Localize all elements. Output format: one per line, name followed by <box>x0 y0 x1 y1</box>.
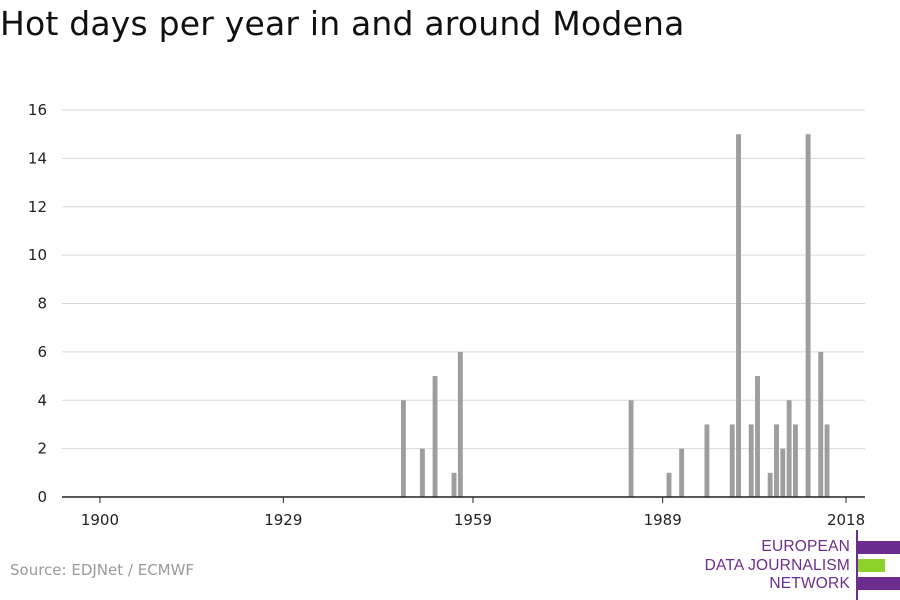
bar-2004 <box>755 376 760 497</box>
logo-bar-purple-top <box>858 541 900 554</box>
y-tick-label-8: 8 <box>37 295 47 313</box>
bar-1984 <box>628 400 634 497</box>
y-tick-label-12: 12 <box>28 198 47 216</box>
bar-2010 <box>793 424 798 497</box>
bar-2000 <box>729 424 735 497</box>
logo-divider <box>856 530 858 600</box>
edjnet-logo: EUROPEAN DATA JOURNALISM NETWORK <box>700 530 900 600</box>
bar-2009 <box>786 400 792 497</box>
bar-2003 <box>748 424 754 497</box>
bar-1990 <box>666 472 672 497</box>
logo-text: EUROPEAN DATA JOURNALISM NETWORK <box>705 538 850 594</box>
y-axis-tick-labels: 0 2 4 6 8 10 12 14 16 <box>28 101 47 506</box>
chart-title: Hot days per year in and around Modena <box>0 4 685 43</box>
x-axis-ticks: 1900 1929 1959 1989 2018 <box>81 497 865 529</box>
x-tick-label-1929: 1929 <box>264 511 302 529</box>
logo-line-2: DATA JOURNALISM <box>704 556 850 574</box>
source-note: Source: EDJNet / ECMWF <box>10 561 195 579</box>
bar-2012 <box>805 134 811 497</box>
y-tick-label-2: 2 <box>37 440 47 458</box>
bar-1951 <box>419 448 425 498</box>
y-tick-label-0: 0 <box>37 488 47 506</box>
bar-1956 <box>451 472 457 497</box>
x-tick-label-1900: 1900 <box>81 511 119 529</box>
logo-line-1: EUROPEAN <box>761 538 850 555</box>
bar-1953 <box>432 376 438 497</box>
bar-1957 <box>457 351 463 498</box>
bar-2001 <box>736 134 741 497</box>
bar-2006 <box>767 472 773 497</box>
logo-bar-green <box>858 559 885 572</box>
bar-2015 <box>824 424 830 497</box>
y-tick-label-4: 4 <box>37 391 47 409</box>
y-tick-label-14: 14 <box>28 149 47 167</box>
y-tick-label-10: 10 <box>28 246 47 264</box>
x-tick-label-1959: 1959 <box>454 511 492 529</box>
bars <box>400 134 830 498</box>
y-tick-label-16: 16 <box>28 101 47 119</box>
bar-2008 <box>780 448 786 498</box>
logo-line-3: NETWORK <box>769 575 850 592</box>
x-tick-label-1989: 1989 <box>644 511 682 529</box>
gridlines <box>62 109 865 450</box>
logo-bar-purple-bottom <box>858 577 900 590</box>
y-tick-label-6: 6 <box>37 343 47 361</box>
bar-1992 <box>679 448 685 498</box>
bar-2014 <box>818 351 824 498</box>
bar-1996 <box>704 424 710 497</box>
bar-1948 <box>400 400 406 497</box>
bar-2007 <box>774 424 779 497</box>
x-tick-label-2018: 2018 <box>827 511 865 529</box>
